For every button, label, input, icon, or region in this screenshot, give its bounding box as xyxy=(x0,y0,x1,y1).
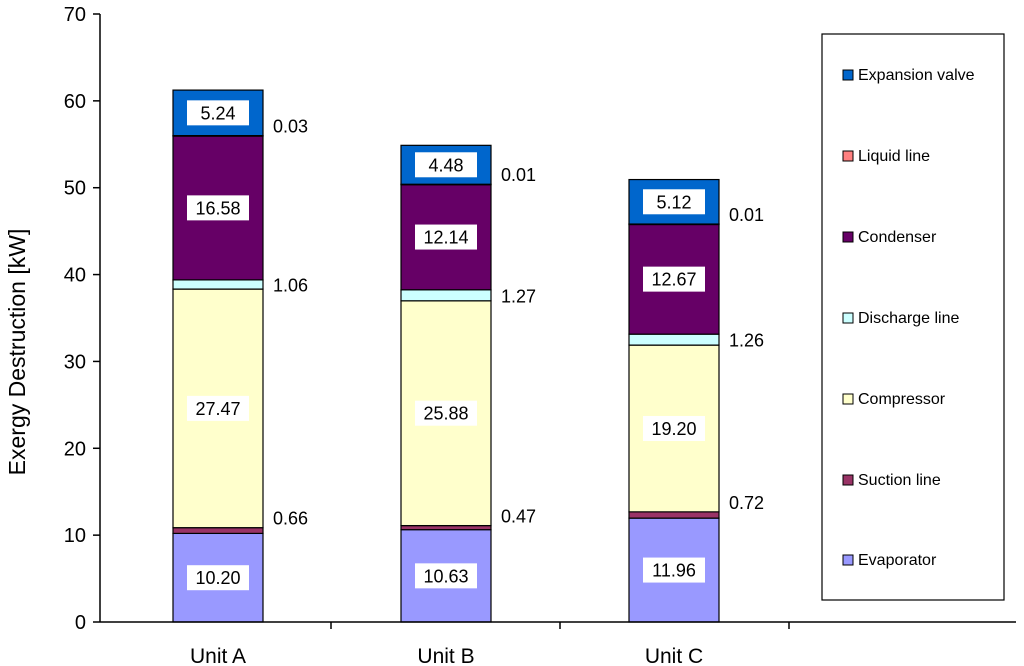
bar-segment xyxy=(628,333,720,346)
data-label: 27.47 xyxy=(195,399,240,419)
y-tick-label: 30 xyxy=(64,351,86,373)
x-category-group: Unit A Unit B Unit C xyxy=(190,622,790,666)
legend-label: Condenser xyxy=(858,229,937,246)
y-tick-label: 10 xyxy=(64,525,86,547)
data-label: 0.72 xyxy=(729,493,764,513)
data-label: 12.14 xyxy=(423,228,468,248)
bar-segment xyxy=(172,527,264,535)
bar-segment xyxy=(628,511,720,519)
legend-swatch xyxy=(842,554,854,566)
legend-swatch xyxy=(842,393,854,405)
data-label: 0.66 xyxy=(273,509,308,529)
legend-label: Suction line xyxy=(858,472,941,489)
x-category-label: Unit A xyxy=(190,645,246,666)
y-tick-label: 0 xyxy=(75,612,86,634)
data-label: 1.26 xyxy=(729,331,764,351)
data-label: 4.48 xyxy=(428,155,463,175)
legend-label: Evaporator xyxy=(858,552,937,569)
y-tick-label: 70 xyxy=(64,4,86,26)
data-label-box xyxy=(187,395,249,421)
legend-swatch xyxy=(842,69,854,81)
data-label: 5.12 xyxy=(656,192,691,212)
data-label-box xyxy=(643,189,705,215)
legend-swatch xyxy=(842,312,854,324)
data-label: 5.24 xyxy=(200,103,235,123)
x-category-label: Unit C xyxy=(645,645,703,666)
legend-label: Discharge line xyxy=(858,310,959,327)
legend-label: Expansion valve xyxy=(858,67,975,84)
data-label-box xyxy=(643,415,705,441)
x-category-label: Unit B xyxy=(417,645,474,666)
data-label: 19.20 xyxy=(651,419,696,439)
y-tick-label: 50 xyxy=(64,178,86,200)
data-label-box xyxy=(415,152,477,178)
data-label-box xyxy=(643,557,705,583)
data-label: 11.96 xyxy=(652,561,696,581)
legend-label: Compressor xyxy=(858,391,946,408)
data-label-box xyxy=(415,400,477,426)
data-label: 16.58 xyxy=(195,198,240,218)
bar-segment xyxy=(172,279,264,290)
data-label: 0.03 xyxy=(273,117,308,137)
y-axis-title: Exergy Destruction [kW] xyxy=(4,229,30,476)
data-label: 12.67 xyxy=(651,270,696,290)
bar-segment xyxy=(400,289,492,302)
data-label-box xyxy=(187,195,249,221)
legend-label: Liquid line xyxy=(858,148,930,165)
legend-swatch xyxy=(842,474,854,486)
data-label: 1.06 xyxy=(273,275,308,295)
y-tick-label: 20 xyxy=(64,438,86,460)
data-label: 0.01 xyxy=(729,205,764,225)
y-tick-label: 40 xyxy=(64,265,86,287)
data-label: 0.47 xyxy=(501,507,536,527)
data-label: 10.63 xyxy=(423,566,468,586)
y-tick-label: 60 xyxy=(64,91,86,113)
bar-segment xyxy=(400,524,492,531)
legend: Expansion valve Liquid line Condenser Disch… xyxy=(821,33,1005,601)
data-label: 1.27 xyxy=(501,286,536,306)
legend-swatch xyxy=(842,150,854,162)
data-label-group: 10.20 10.63 11.96 0.66 0.47 0.72 27.47 25.88 19.… xyxy=(187,100,764,591)
data-label: 0.01 xyxy=(501,165,536,185)
legend-swatch xyxy=(842,231,854,243)
y-tick-group: 0 10 20 30 40 50 60 70 xyxy=(64,4,100,634)
axes xyxy=(99,14,1016,623)
data-label-box xyxy=(187,100,249,126)
data-label-box xyxy=(187,565,249,591)
data-label: 25.88 xyxy=(423,404,468,424)
data-label-box xyxy=(415,224,477,250)
data-label-box xyxy=(643,266,705,292)
data-label: 10.20 xyxy=(195,568,240,588)
data-label-box xyxy=(415,563,477,589)
